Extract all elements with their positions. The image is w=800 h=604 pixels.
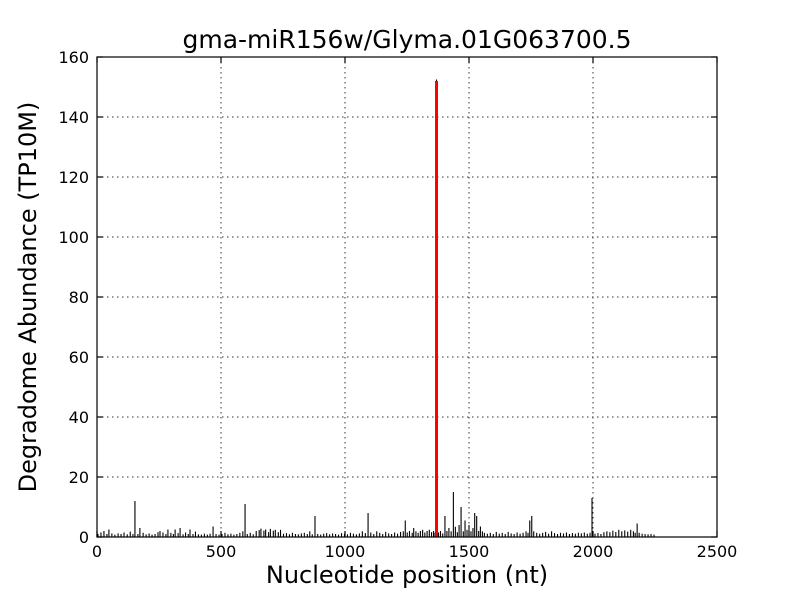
y-tick-label: 140 bbox=[58, 108, 89, 127]
plot-area: 0 500 1000 1500 2000 2500 0 20 40 60 80 100 120 140 16… bbox=[58, 48, 737, 561]
x-tick-label: 500 bbox=[206, 542, 237, 561]
x-tick-label: 2000 bbox=[573, 542, 614, 561]
y-tick-label: 60 bbox=[69, 348, 89, 367]
x-tick-label: 2500 bbox=[697, 542, 738, 561]
y-tick-label: 100 bbox=[58, 228, 89, 247]
x-tick-label: 1000 bbox=[325, 542, 366, 561]
y-tick-label: 40 bbox=[69, 408, 89, 427]
y-axis-label: Degradome Abundance (TP10M) bbox=[14, 102, 42, 493]
y-tick-label: 80 bbox=[69, 288, 89, 307]
x-tick-label: 1500 bbox=[449, 542, 490, 561]
y-tick-label: 120 bbox=[58, 168, 89, 187]
y-tick-label: 160 bbox=[58, 48, 89, 67]
chart-title: gma-miR156w/Glyma.01G063700.5 bbox=[182, 25, 631, 54]
y-tick-label: 20 bbox=[69, 468, 89, 487]
y-tick-label: 0 bbox=[79, 528, 89, 547]
x-axis-label: Nucleotide position (nt) bbox=[266, 561, 548, 589]
x-tick-label: 0 bbox=[92, 542, 102, 561]
